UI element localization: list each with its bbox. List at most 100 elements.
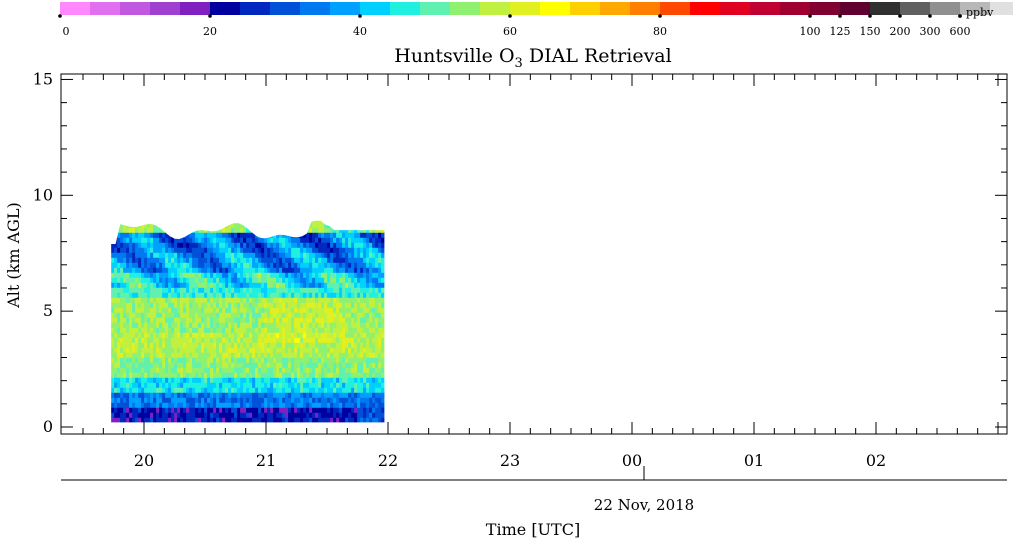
heatmap-cell [345, 387, 349, 393]
heatmap-cell [309, 312, 313, 318]
heatmap-cell [360, 402, 364, 408]
heatmap-cell [138, 372, 142, 378]
heatmap-cell [258, 292, 262, 298]
heatmap-cell [303, 227, 307, 233]
heatmap-cell [318, 397, 322, 403]
heatmap-cell [177, 302, 181, 308]
heatmap-cell [207, 297, 211, 303]
heatmap-cell [342, 412, 346, 418]
heatmap-cell [327, 402, 331, 408]
heatmap-cell [153, 417, 157, 423]
heatmap-cell [384, 412, 385, 418]
heatmap-cell [342, 257, 346, 263]
heatmap-cell [117, 417, 121, 423]
heatmap-cell [372, 352, 376, 358]
heatmap-cell [243, 372, 247, 378]
heatmap-cell [282, 367, 286, 373]
heatmap-cell [312, 417, 316, 423]
heatmap-cell [201, 347, 205, 353]
heatmap-cell [135, 362, 139, 368]
heatmap-cell [153, 352, 157, 358]
heatmap-cell [342, 372, 346, 378]
heatmap-cell [315, 412, 319, 418]
heatmap-cell [180, 407, 184, 413]
heatmap-cell [321, 392, 325, 398]
heatmap-cell [168, 312, 172, 318]
heatmap-cell [288, 397, 292, 403]
heatmap-cell [267, 332, 271, 338]
heatmap-cell [114, 372, 118, 378]
heatmap-cell [195, 267, 199, 273]
heatmap-cell [159, 257, 163, 263]
heatmap-cell [123, 272, 127, 278]
heatmap-cell [264, 277, 268, 283]
heatmap-cell [156, 387, 160, 393]
heatmap-cell [252, 252, 256, 258]
heatmap-cell [162, 302, 166, 308]
heatmap-cell [213, 392, 217, 398]
heatmap-cell [168, 262, 172, 268]
heatmap-cell [360, 242, 364, 248]
heatmap-cell [324, 292, 328, 298]
heatmap-cell [183, 242, 187, 248]
heatmap-cell [327, 222, 331, 228]
heatmap-cell [378, 242, 382, 248]
heatmap-cell [117, 220, 121, 223]
heatmap-cell [228, 412, 232, 418]
heatmap-cell [201, 407, 205, 413]
heatmap-cell [186, 237, 190, 243]
heatmap-cell [360, 267, 364, 273]
heatmap-cell [312, 402, 316, 408]
heatmap-cell [276, 247, 280, 253]
heatmap-cell [294, 277, 298, 283]
heatmap-cell [384, 327, 385, 333]
heatmap-cell [141, 257, 145, 263]
heatmap-cell [249, 372, 253, 378]
heatmap-cell [366, 412, 370, 418]
heatmap-cell [240, 417, 244, 423]
heatmap-cell [318, 402, 322, 408]
heatmap-cell [198, 337, 202, 343]
heatmap-cell [186, 392, 190, 398]
heatmap-cell [249, 417, 253, 423]
heatmap-cell [249, 332, 253, 338]
heatmap-cell [243, 407, 247, 413]
heatmap-cell [339, 282, 343, 288]
heatmap-cell [207, 287, 211, 293]
heatmap-cell [234, 397, 238, 403]
heatmap-cell [243, 392, 247, 398]
heatmap-cell [138, 247, 142, 253]
heatmap-cell [162, 317, 166, 323]
heatmap-cell [183, 337, 187, 343]
heatmap-cell [375, 392, 379, 398]
heatmap-cell [303, 407, 307, 413]
heatmap-cell [174, 282, 178, 288]
heatmap-cell [315, 282, 319, 288]
heatmap-cell [255, 277, 259, 283]
heatmap-cell [258, 327, 262, 333]
heatmap-cell [372, 367, 376, 373]
heatmap-cell [156, 402, 160, 408]
heatmap-cell [201, 342, 205, 348]
heatmap-cell [141, 212, 144, 217]
heatmap-cell [276, 357, 280, 363]
heatmap-cell [189, 287, 193, 293]
heatmap-cell [276, 377, 280, 383]
heatmap-cell [222, 407, 226, 413]
heatmap-cell [129, 262, 133, 268]
heatmap-cell [249, 327, 253, 333]
heatmap-cell [186, 212, 189, 217]
colorbar-swatch [840, 2, 871, 15]
heatmap-cell [111, 352, 115, 358]
heatmap-cell [288, 237, 292, 243]
heatmap-cell [339, 292, 343, 298]
heatmap-cell [141, 407, 145, 413]
heatmap-cell [156, 277, 160, 283]
heatmap-cell [252, 327, 256, 333]
chart-title-part-1: Huntsville O [394, 45, 514, 67]
heatmap-cell [240, 402, 244, 408]
heatmap-cell [264, 212, 267, 217]
heatmap-cell [381, 327, 385, 333]
heatmap-cell [378, 262, 382, 268]
heatmap-cell [240, 312, 244, 318]
